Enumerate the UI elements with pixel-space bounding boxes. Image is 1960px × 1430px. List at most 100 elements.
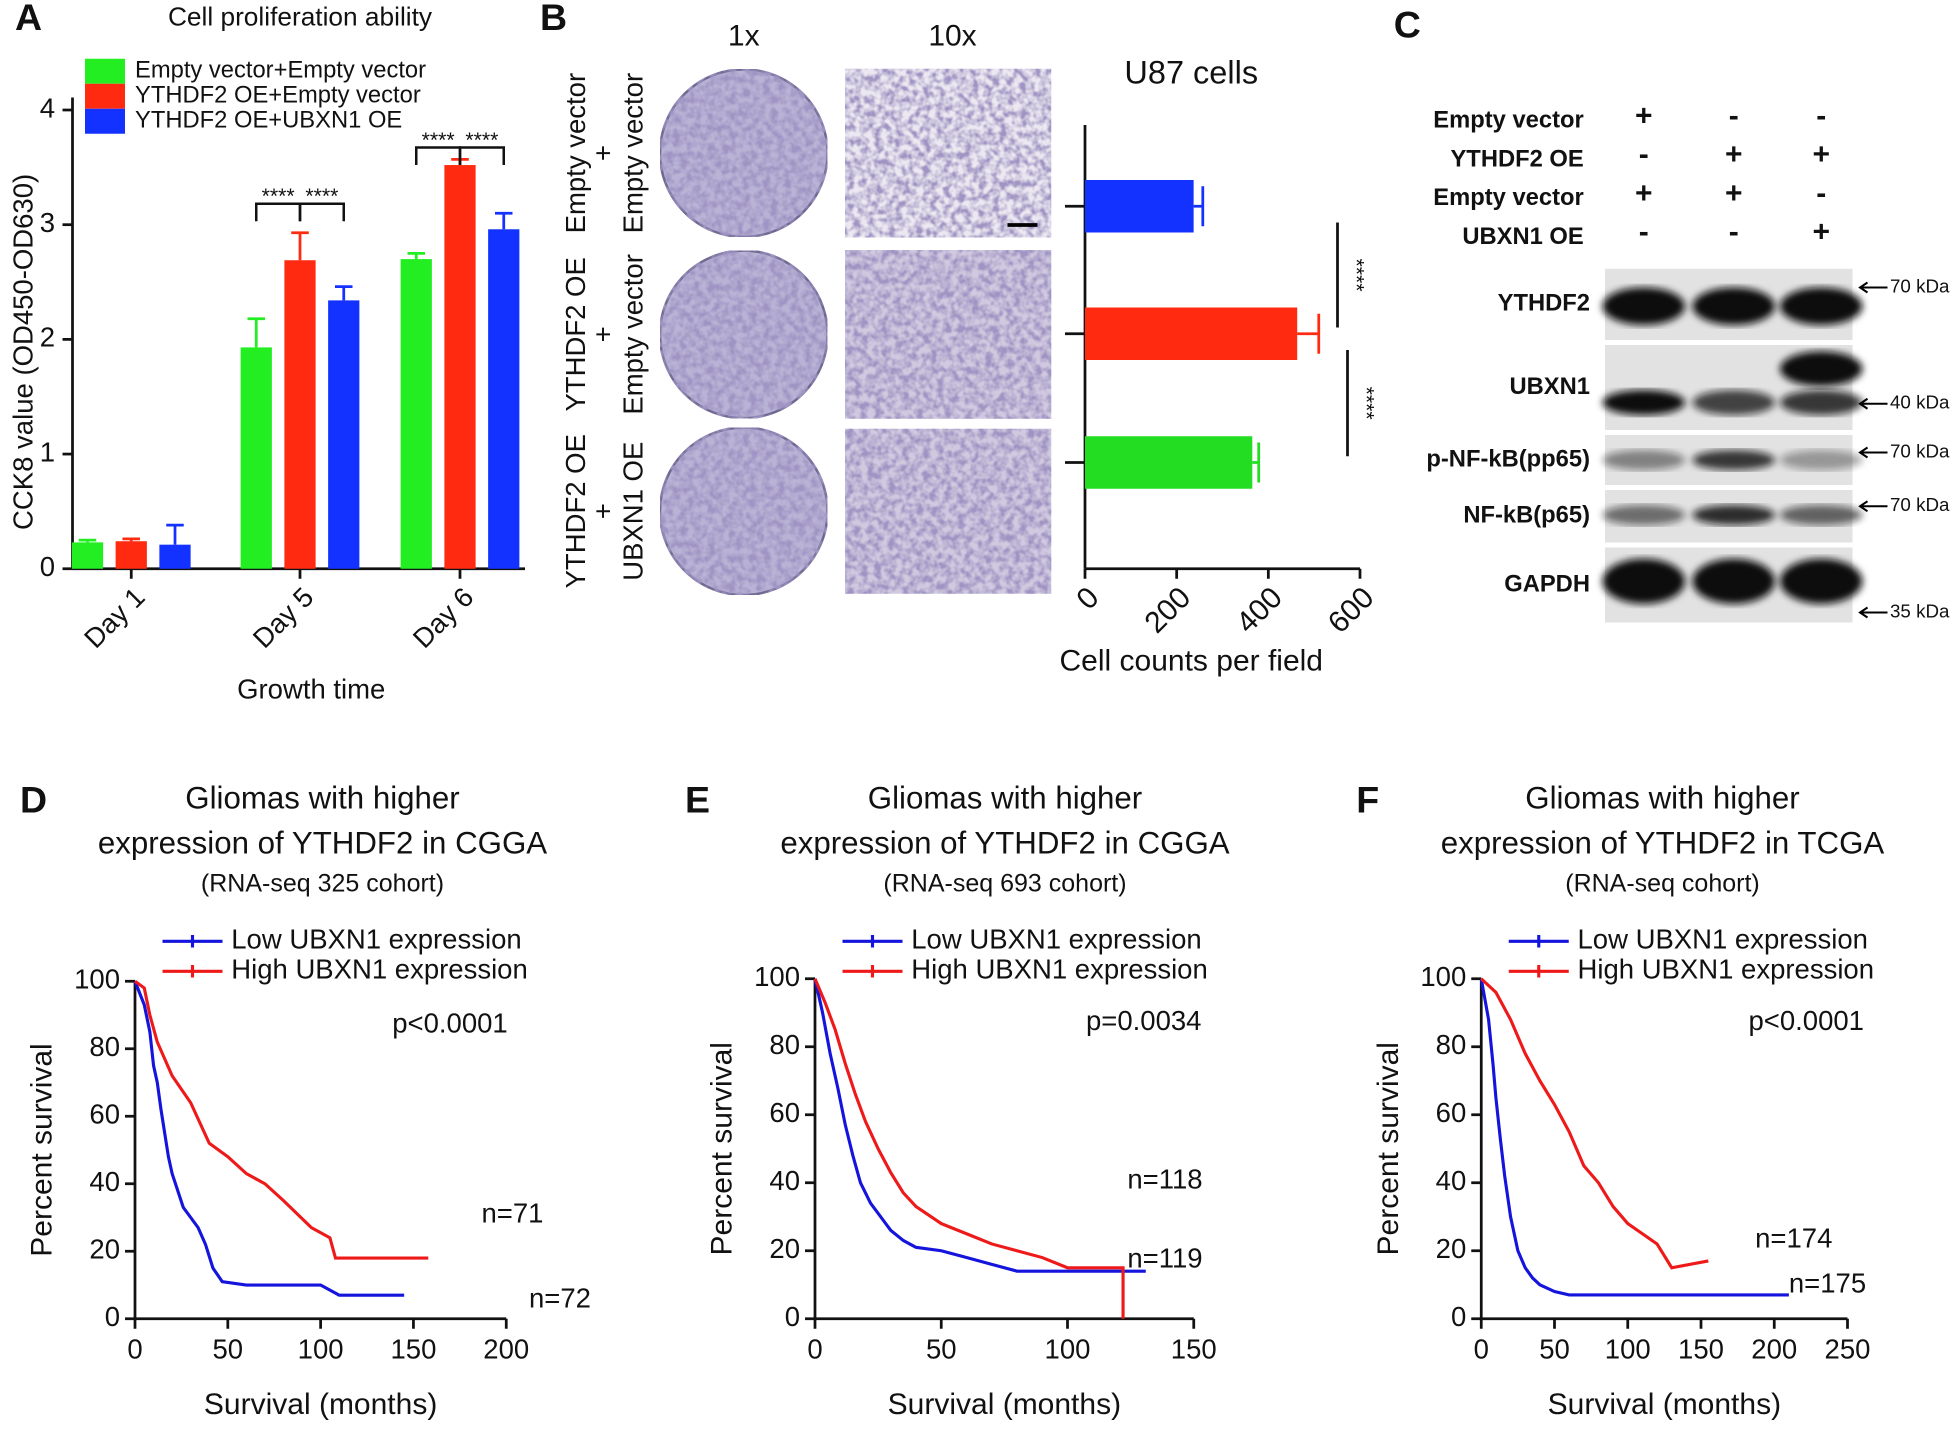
row-label: YTHDF2 OE	[560, 434, 591, 588]
y-tick-label: 60	[1436, 1097, 1467, 1128]
x-tick-label: 600	[1322, 581, 1381, 640]
y-tick-label: 100	[74, 964, 120, 995]
x-tick-label: 200	[1138, 581, 1197, 640]
y-axis-label: CCK8 value (OD450-OD630)	[7, 174, 38, 530]
chart-title: Gliomas with higher	[868, 780, 1142, 815]
blot-band	[1602, 558, 1685, 604]
row-label: UBXN1 OE	[617, 442, 648, 581]
x-tick-label: 250	[1825, 1334, 1871, 1365]
x-tick-label: 100	[1605, 1334, 1651, 1365]
chart-title: Cell proliferation ability	[168, 2, 433, 32]
marker-label: 70 kDa	[1890, 275, 1950, 296]
y-tick-label: 0	[785, 1301, 800, 1332]
annotation: n=174	[1755, 1222, 1832, 1253]
blot-band	[1692, 558, 1775, 604]
y-tick-label: 80	[769, 1029, 800, 1060]
bar	[1085, 436, 1253, 489]
bar	[71, 542, 104, 569]
marker-arrow	[1858, 500, 1888, 513]
condition-sign: -	[1729, 99, 1739, 132]
error-bar	[1193, 186, 1205, 227]
legend-label: Low UBXN1 expression	[231, 924, 521, 955]
micrograph	[845, 428, 1052, 594]
legend-swatch	[85, 108, 125, 134]
x-axis-label: Cell counts per field	[1060, 644, 1323, 677]
y-tick-label: 20	[769, 1233, 800, 1264]
marker-arrow	[1858, 397, 1888, 410]
x-tick-label: 100	[1045, 1334, 1091, 1365]
y-tick-label: 80	[89, 1031, 120, 1062]
chart-title: expression of YTHDF2 in CGGA	[780, 825, 1229, 860]
y-axis-label: Percent survival	[706, 1042, 739, 1255]
bar	[328, 300, 360, 569]
bar	[444, 165, 476, 569]
marker-label: 35 kDa	[1890, 600, 1950, 621]
x-tick-label: 150	[1678, 1334, 1724, 1365]
band-label: GAPDH	[1504, 570, 1590, 597]
panel-label: F	[1356, 778, 1379, 820]
condition-sign: +	[1725, 138, 1743, 171]
condition-sign: -	[1639, 216, 1649, 249]
condition-label: UBXN1 OE	[1462, 223, 1583, 250]
panel-label: D	[20, 778, 47, 820]
blot-band	[1692, 505, 1775, 525]
x-axis-label: Growth time	[237, 674, 385, 705]
chart-subtitle: (RNA-seq 325 cohort)	[201, 870, 444, 898]
y-tick-label: 3	[40, 207, 55, 238]
x-tick-label: 150	[1171, 1334, 1217, 1365]
significance-label: ****	[262, 184, 295, 208]
legend-line	[1508, 935, 1569, 948]
legend-label: YTHDF2 OE+Empty vector	[135, 82, 421, 109]
micrograph	[845, 250, 1052, 419]
row-label: Empty vector	[560, 73, 591, 233]
condition-sign: -	[1816, 177, 1826, 210]
micrograph	[845, 68, 1052, 238]
y-tick-label: 100	[1420, 961, 1466, 992]
blot-band	[1780, 558, 1863, 604]
band-label: p-NF-kB(pp65)	[1426, 445, 1590, 472]
legend-line	[842, 935, 903, 948]
condition-sign: +	[1812, 216, 1830, 249]
bar	[115, 541, 147, 569]
bar	[159, 544, 191, 569]
y-tick-label: 40	[769, 1165, 800, 1196]
row-label: YTHDF2 OE	[560, 257, 591, 411]
legend-label: Low UBXN1 expression	[1578, 924, 1868, 955]
column-label: 10x	[928, 19, 976, 52]
chart-title: Gliomas with higher	[1525, 780, 1799, 815]
marker-label: 70 kDa	[1890, 494, 1950, 515]
blot-band	[1602, 390, 1685, 415]
condition-sign: +	[1635, 177, 1653, 210]
marker-label: 70 kDa	[1890, 440, 1950, 461]
legend-swatch	[85, 83, 125, 109]
y-tick-label: 100	[754, 961, 800, 992]
x-axis-label: Survival (months)	[888, 1388, 1121, 1421]
x-axis-label: Survival (months)	[1548, 1388, 1781, 1421]
x-tick-label: 50	[213, 1334, 244, 1365]
y-tick-label: 40	[1436, 1165, 1467, 1196]
y-tick-label: 60	[89, 1099, 120, 1130]
annotation: n=119	[1127, 1242, 1202, 1273]
y-tick-label: 40	[89, 1166, 120, 1197]
panel-label: E	[685, 778, 710, 820]
panel-label: C	[1394, 3, 1421, 45]
y-tick-label: 20	[1436, 1233, 1467, 1264]
chart-title: expression of YTHDF2 in CGGA	[98, 825, 547, 860]
column-label: 1x	[728, 19, 760, 52]
legend-label: High UBXN1 expression	[911, 954, 1208, 985]
significance-label: ****	[305, 184, 338, 208]
legend-line	[842, 965, 903, 978]
legend-label: High UBXN1 expression	[1578, 954, 1875, 985]
y-axis-label: Percent survival	[26, 1043, 59, 1256]
survival-curve	[1479, 978, 1789, 1297]
y-tick-label: 60	[769, 1097, 800, 1128]
panel-label: B	[540, 0, 567, 38]
legend-line	[162, 965, 223, 978]
y-tick-label: 0	[40, 551, 55, 582]
x-tick-label: 100	[298, 1334, 344, 1365]
significance-label: ****	[465, 128, 498, 152]
bar	[1085, 307, 1298, 360]
plate-image	[658, 426, 829, 597]
x-tick-label: 150	[390, 1334, 436, 1365]
error-bar	[78, 538, 97, 543]
